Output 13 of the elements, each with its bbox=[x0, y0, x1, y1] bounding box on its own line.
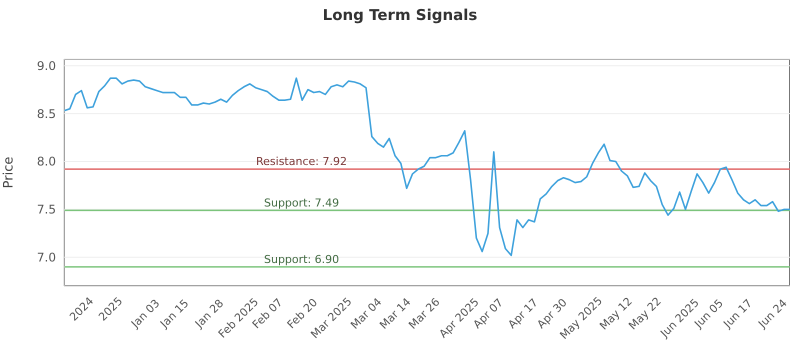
chart-title: Long Term Signals bbox=[322, 6, 478, 24]
y-tick-label: 8.0 bbox=[36, 154, 56, 169]
x-tick-label: Jan 15 bbox=[157, 296, 192, 332]
y-axis-title: Price bbox=[2, 156, 17, 188]
line-series bbox=[63, 77, 791, 256]
y-tick-label: 8.5 bbox=[36, 106, 56, 121]
ref-line-label: Support: 7.49 bbox=[264, 196, 340, 210]
y-tick-label: 7.0 bbox=[36, 250, 56, 265]
ref-line-label: Support: 6.90 bbox=[264, 252, 340, 266]
y-tick-label: 7.5 bbox=[36, 202, 56, 217]
x-tick-label: Jun 24 bbox=[755, 296, 790, 332]
ref-line-label: Resistance: 7.92 bbox=[256, 155, 347, 168]
y-tick-label: 9.0 bbox=[36, 58, 56, 73]
